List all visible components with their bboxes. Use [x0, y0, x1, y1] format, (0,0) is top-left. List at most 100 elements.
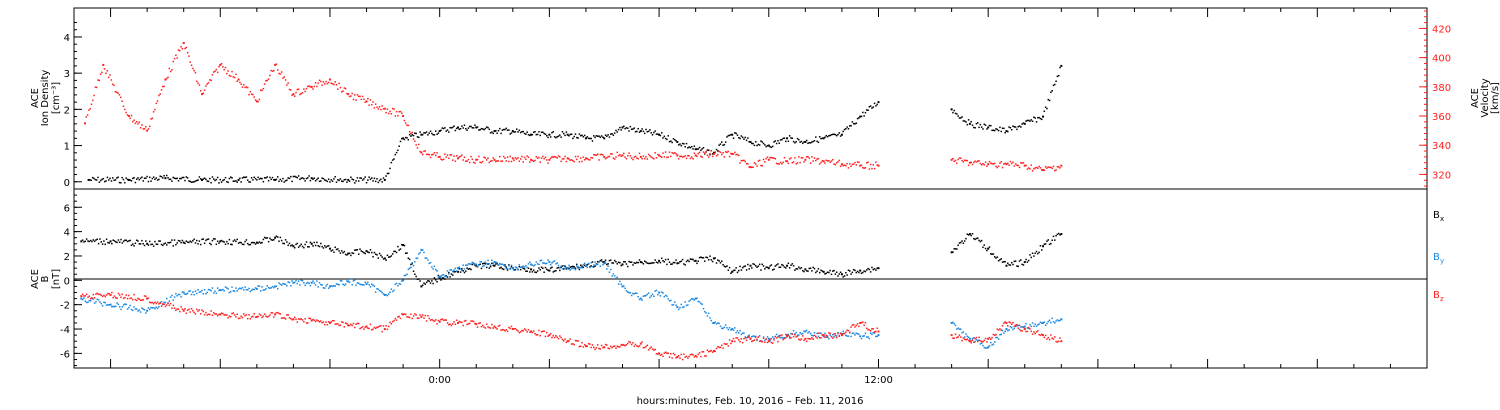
data-trace-dot	[307, 246, 309, 248]
data-trace-dot	[125, 294, 127, 296]
data-trace-dot	[105, 180, 107, 182]
data-trace-dot	[224, 176, 227, 179]
data-point	[658, 259, 661, 262]
data-trace-dot	[196, 80, 198, 83]
data-trace-dot	[576, 263, 578, 266]
data-trace-dot	[484, 263, 487, 265]
data-trace-dot	[637, 295, 639, 298]
data-trace-dot	[378, 179, 381, 182]
data-trace-dot	[239, 177, 241, 180]
data-trace-dot	[445, 275, 447, 278]
data-point	[676, 356, 679, 359]
data-trace-dot	[387, 256, 390, 258]
data-trace-dot	[92, 99, 94, 102]
data-trace-dot	[414, 132, 416, 134]
data-trace-dot	[283, 283, 286, 285]
data-trace-dot	[705, 312, 707, 314]
data-trace-dot	[431, 318, 433, 321]
data-point	[146, 309, 149, 312]
data-trace-dot	[687, 357, 689, 359]
top-ylabel-line3: [cm⁻³]	[51, 82, 62, 114]
data-trace-dot	[539, 334, 541, 337]
data-trace-dot	[1040, 322, 1043, 324]
data-trace-dot	[368, 327, 370, 330]
data-trace-dot	[471, 158, 474, 161]
data-trace-dot	[679, 306, 681, 309]
data-trace-dot	[572, 267, 574, 269]
data-trace-dot	[449, 269, 451, 271]
data-trace-dot	[499, 324, 501, 327]
data-trace-dot	[146, 175, 148, 178]
data-trace-dot	[803, 339, 805, 342]
data-trace-dot	[154, 307, 156, 310]
data-trace-dot	[973, 337, 975, 339]
data-trace-dot	[1000, 161, 1002, 163]
data-trace-dot	[847, 329, 850, 332]
data-trace-dot	[700, 149, 702, 152]
data-trace-dot	[118, 241, 121, 244]
data-trace-dot	[559, 156, 561, 158]
data-trace-dot	[653, 349, 655, 351]
data-trace-dot	[241, 286, 244, 289]
data-trace-dot	[983, 163, 986, 166]
data-trace-dot	[97, 293, 100, 295]
data-trace-dot	[561, 158, 564, 160]
data-trace-dot	[273, 316, 275, 318]
data-trace-dot	[1044, 243, 1047, 245]
data-trace-dot	[321, 84, 323, 86]
data-trace-dot	[596, 344, 599, 346]
data-point	[731, 270, 734, 273]
data-trace-dot	[540, 131, 543, 134]
data-trace-dot	[295, 279, 297, 282]
data-trace-dot	[532, 160, 535, 163]
data-trace-dot	[226, 72, 228, 75]
data-trace-dot	[980, 340, 983, 343]
data-trace-dot	[993, 334, 996, 337]
data-trace-dot	[185, 176, 188, 178]
data-trace-dot	[87, 240, 89, 242]
data-trace-dot	[783, 137, 786, 139]
data-trace-dot	[805, 329, 808, 332]
data-trace-dot	[837, 332, 839, 335]
data-trace-dot	[186, 51, 189, 54]
data-trace-dot	[214, 313, 216, 315]
data-trace-dot	[788, 335, 791, 338]
data-trace-dot	[649, 129, 651, 131]
data-trace-dot	[744, 336, 747, 339]
data-trace-dot	[496, 328, 498, 330]
data-trace-dot	[766, 145, 769, 147]
data-trace-dot	[536, 133, 539, 136]
data-trace-dot	[205, 239, 207, 242]
data-point	[822, 334, 825, 337]
data-trace-dot	[266, 176, 269, 178]
data-trace-dot	[1050, 91, 1052, 94]
data-trace-dot	[697, 152, 700, 155]
data-trace-dot	[1010, 326, 1013, 329]
data-trace-dot	[463, 268, 466, 270]
data-trace-dot	[466, 323, 468, 326]
data-trace-dot	[835, 271, 838, 273]
data-trace-dot	[175, 292, 177, 295]
data-trace-dot	[1055, 320, 1057, 322]
data-trace-dot	[440, 129, 442, 132]
data-trace-dot	[544, 266, 547, 269]
data-trace-dot	[1025, 120, 1027, 122]
data-trace-dot	[113, 305, 116, 308]
data-trace-dot	[334, 176, 336, 178]
data-trace-dot	[594, 136, 596, 139]
data-trace-dot	[305, 177, 308, 180]
data-trace-dot	[404, 313, 407, 316]
data-trace-dot	[646, 158, 649, 160]
data-point	[83, 122, 86, 125]
data-trace-dot	[607, 347, 609, 349]
data-trace-dot	[487, 326, 489, 328]
data-trace-dot	[706, 349, 709, 351]
data-trace-dot	[1009, 264, 1012, 266]
data-trace-dot	[351, 283, 353, 286]
data-trace-dot	[492, 264, 494, 267]
data-trace-dot	[224, 314, 227, 316]
data-trace-dot	[847, 167, 850, 169]
data-trace-dot	[523, 156, 526, 159]
data-trace-dot	[323, 323, 326, 326]
data-trace-dot	[317, 286, 319, 288]
